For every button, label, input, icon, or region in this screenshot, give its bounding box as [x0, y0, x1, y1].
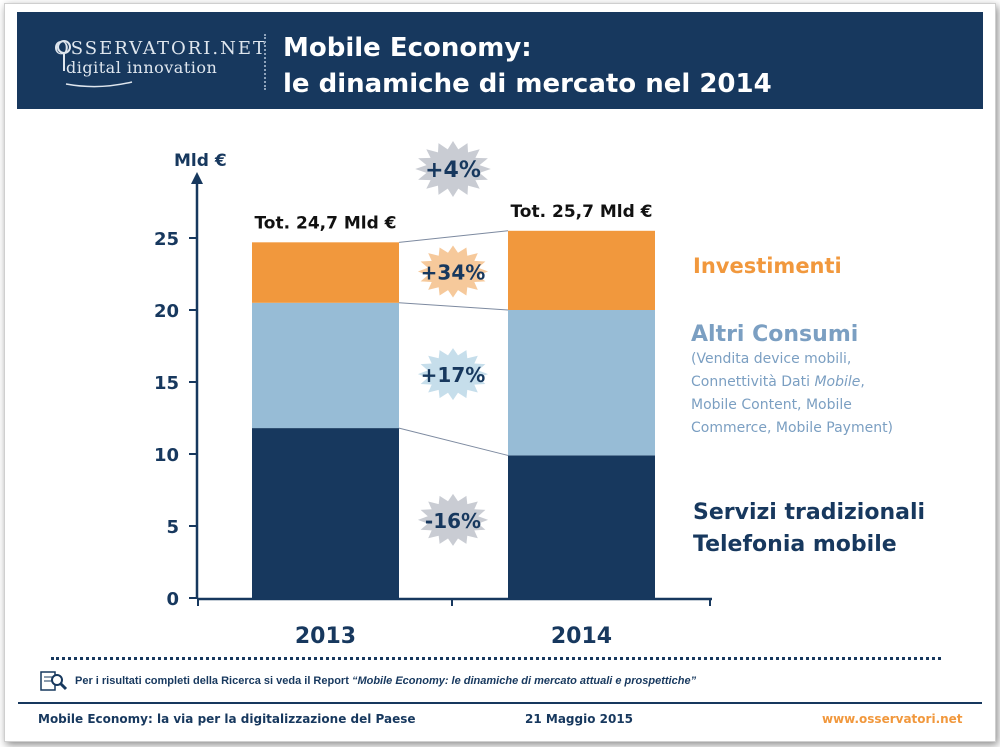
bar-segment	[508, 455, 655, 598]
change-badge	[417, 493, 489, 546]
report-note: Per i risultati completi della Ricerca s…	[75, 675, 696, 687]
note-report-title: “Mobile Economy: le dinamiche di mercato…	[351, 675, 697, 687]
bar-segment	[508, 230, 655, 310]
bar-segment	[252, 242, 399, 303]
y-tick-label: 0	[166, 589, 179, 610]
legend-detail-line-4: Commerce, Mobile Payment)	[691, 420, 894, 436]
legend-altri-consumi: Altri Consumi	[691, 322, 859, 347]
y-tick-label: 5	[166, 517, 179, 538]
legend-detail-text: Connettività Dati	[691, 374, 815, 390]
logo-swoosh	[65, 81, 133, 88]
connector-line	[398, 230, 509, 243]
legend-servizi-line-2: Telefonia mobile	[693, 532, 897, 557]
change-label: +17%	[421, 363, 486, 387]
footer-date: 21 Maggio 2015	[525, 712, 634, 726]
bar-segment	[508, 310, 655, 456]
change-label: +34%	[421, 260, 486, 284]
header-bar	[17, 12, 983, 109]
change-badge	[415, 141, 491, 197]
connector-line	[398, 427, 509, 456]
legend-detail-line-1: (Vendita device mobili,	[691, 351, 852, 367]
report-search-icon	[40, 671, 68, 691]
title-line-1: Mobile Economy:	[283, 33, 532, 63]
page-title: Mobile Economy: le dinamiche di mercato …	[283, 30, 772, 102]
change-badge	[417, 245, 489, 298]
stacked-bar-chart: 0 5 10 15 20 25 Mld € 2013 Tot. 24,7 Mld € 2014 To…	[154, 141, 712, 649]
y-tick-label: 10	[154, 445, 179, 466]
change-label: -16%	[425, 509, 481, 533]
y-tick-label: 20	[154, 301, 179, 322]
legend-detail-comma: ,	[860, 374, 865, 390]
bar-segment	[252, 428, 399, 598]
header-separator	[264, 34, 266, 90]
x-tick-label: 2013	[295, 624, 356, 649]
logo-subtext: digital innovation	[66, 58, 218, 77]
footer-divider	[18, 702, 982, 704]
x-tick-label: 2014	[551, 624, 612, 649]
legend-detail-line-3: Mobile Content, Mobile	[691, 397, 852, 413]
location-pin-icon	[57, 40, 71, 71]
total-label: Tot. 25,7 Mld €	[510, 202, 652, 222]
y-axis-label: Mld €	[174, 151, 227, 171]
y-axis-arrow	[191, 172, 203, 184]
legend-investimenti: Investimenti	[693, 254, 842, 278]
legend-servizi-line-1: Servizi tradizionali	[693, 500, 926, 525]
bar-segment	[252, 302, 399, 429]
legend-altri-consumi-detail: (Vendita device mobili, Connettività Dat…	[691, 348, 893, 440]
slide-frame	[4, 3, 996, 742]
change-label: +4%	[425, 158, 481, 183]
legend-servizi-tradizionali: Servizi tradizionali Telefonia mobile	[693, 497, 925, 561]
footer-url[interactable]: www.osservatori.net	[822, 712, 963, 726]
change-badge	[417, 348, 489, 401]
title-line-2: le dinamiche di mercato nel 2014	[283, 69, 772, 99]
note-prefix: Per i risultati completi della Ricerca s…	[75, 675, 352, 687]
legend-detail-line-2: Connettività Dati Mobile,	[691, 371, 893, 394]
footer-title: Mobile Economy: la via per la digitalizz…	[38, 712, 416, 726]
y-tick-label: 15	[154, 373, 179, 394]
logo-text: OSSERVATORI.NET	[54, 38, 267, 59]
y-tick-label: 25	[154, 229, 179, 250]
total-label: Tot. 24,7 Mld €	[254, 213, 396, 233]
connector-line	[398, 302, 509, 311]
dotted-divider	[51, 657, 941, 660]
legend-detail-italic: Mobile	[814, 374, 861, 390]
